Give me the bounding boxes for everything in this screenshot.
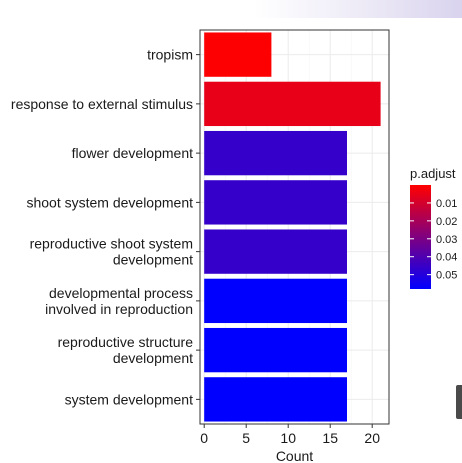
bar xyxy=(204,327,347,373)
y-tick-label: involved in reproduction xyxy=(45,301,193,317)
bar xyxy=(204,32,272,77)
y-tick-label: reproductive shoot system xyxy=(30,236,193,252)
legend-tick-label: 0.03 xyxy=(436,234,457,246)
bar xyxy=(204,81,381,127)
legend-colorbar xyxy=(410,185,431,289)
plot-border xyxy=(199,29,390,425)
y-tick-label: tropism xyxy=(147,47,193,63)
legend-tick-label: 0.01 xyxy=(436,198,457,210)
y-tick-label: developmental process xyxy=(49,285,193,301)
bar xyxy=(204,278,347,324)
legend-tick-label: 0.05 xyxy=(436,270,457,282)
legend-tick-label: 0.04 xyxy=(436,252,457,264)
y-tick-label: development xyxy=(113,350,193,366)
scrollbar-handle[interactable] xyxy=(456,385,462,419)
x-tick-label: 20 xyxy=(364,430,380,446)
bar xyxy=(204,130,347,176)
x-tick-label: 5 xyxy=(242,430,250,446)
legend-title: p.adjust xyxy=(410,166,456,181)
legend-tick-label: 0.02 xyxy=(436,216,457,228)
window-top-strip xyxy=(0,0,462,18)
y-tick-label: reproductive structure xyxy=(58,334,194,350)
y-tick-label: development xyxy=(113,252,193,268)
y-tick-label: flower development xyxy=(72,145,194,161)
x-tick-label: 10 xyxy=(280,430,296,446)
bar xyxy=(204,180,347,225)
bar xyxy=(204,229,347,274)
y-tick-label: system development xyxy=(65,391,194,407)
y-tick-label: shoot system development xyxy=(26,194,193,210)
bar xyxy=(204,377,347,422)
x-tick-label: 15 xyxy=(322,430,338,446)
x-axis-title: Count xyxy=(276,448,313,463)
x-tick-label: 0 xyxy=(200,430,208,446)
y-tick-label: response to external stimulus xyxy=(11,96,193,112)
